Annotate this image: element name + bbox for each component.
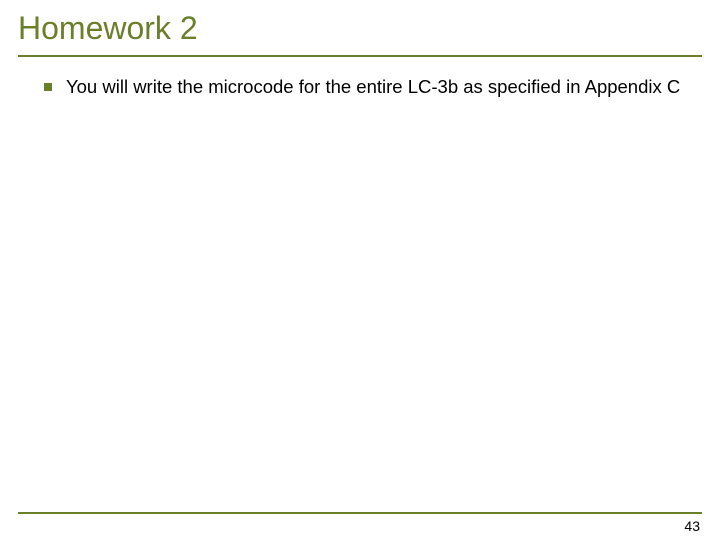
page-number: 43 — [684, 518, 700, 534]
footer-underline — [18, 512, 702, 514]
square-bullet-icon — [44, 83, 52, 91]
slide-container: Homework 2 You will write the microcode … — [0, 0, 720, 540]
content-area: You will write the microcode for the ent… — [18, 57, 702, 99]
bullet-text: You will write the microcode for the ent… — [66, 75, 680, 99]
bullet-item: You will write the microcode for the ent… — [44, 75, 682, 99]
slide-title: Homework 2 — [18, 10, 702, 53]
